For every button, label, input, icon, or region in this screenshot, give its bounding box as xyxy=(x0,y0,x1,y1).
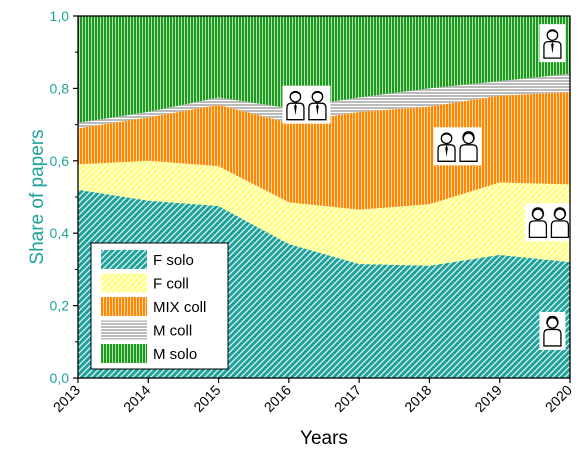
legend-swatch xyxy=(101,273,147,293)
legend-item-f-coll: F coll xyxy=(101,273,189,293)
area-f-coll xyxy=(78,160,570,266)
legend-item-mix-coll: MIX coll xyxy=(101,297,206,316)
x-tick-label: 2013 xyxy=(50,382,83,415)
legend-label: MIX coll xyxy=(153,299,206,316)
x-tick-label: 2014 xyxy=(120,382,153,415)
legend-item-f-solo: F solo xyxy=(101,250,194,269)
two-males-icon xyxy=(282,85,331,124)
x-tick-label: 2015 xyxy=(190,382,223,415)
x-tick-label: 2020 xyxy=(542,382,575,415)
single-male-icon xyxy=(539,24,566,63)
area-m-coll xyxy=(78,73,570,129)
two-females-icon xyxy=(524,203,573,242)
area-m-solo xyxy=(78,16,570,123)
legend-swatch xyxy=(101,344,147,363)
x-tick-label: 2017 xyxy=(331,382,364,415)
legend-swatch xyxy=(101,297,147,316)
y-tick-label: 1,0 xyxy=(50,8,70,24)
x-axis-label: Years xyxy=(300,428,348,449)
male-female-icon xyxy=(433,127,482,166)
y-tick-label: 0,2 xyxy=(50,298,70,314)
x-tick-label: 2018 xyxy=(401,382,434,415)
legend-item-m-coll: M coll xyxy=(101,320,192,340)
single-female-icon xyxy=(539,311,566,350)
y-tick-label: 0,6 xyxy=(50,153,70,169)
legend-item-m-solo: M solo xyxy=(101,344,197,363)
y-tick-label: 0,4 xyxy=(50,225,70,241)
y-axis-label: Share of papers xyxy=(27,129,48,264)
legend-label: M coll xyxy=(153,323,192,340)
y-tick-label: 0,8 xyxy=(50,80,70,96)
area-mix-coll xyxy=(78,92,570,210)
legend-label: F coll xyxy=(153,276,189,293)
x-tick-label: 2019 xyxy=(471,382,504,415)
y-tick-label: 0,0 xyxy=(50,370,70,386)
legend-swatch xyxy=(101,250,147,269)
legend-swatch xyxy=(101,320,147,340)
legend-label: M solo xyxy=(153,346,197,363)
legend-label: F solo xyxy=(153,252,194,269)
x-tick-label: 2016 xyxy=(261,382,294,415)
